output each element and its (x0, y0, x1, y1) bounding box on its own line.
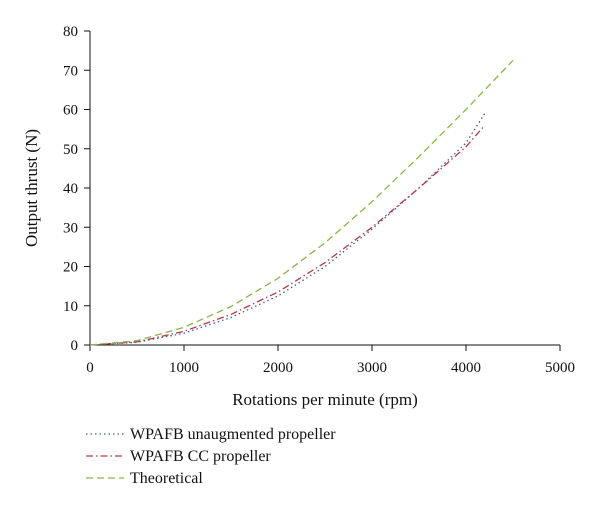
y-tick-label: 60 (63, 103, 78, 119)
legend-label: Theoretical (130, 470, 203, 487)
y-axis-label: Output thrust (N) (22, 129, 41, 247)
x-tick-label: 0 (86, 360, 94, 376)
series-layer (89, 59, 514, 346)
legend: WPAFB unaugmented propeller WPAFB CC prop… (86, 426, 336, 487)
legend-label: WPAFB unaugmented propeller (130, 426, 336, 443)
x-tick-label: 5000 (545, 360, 575, 376)
x-tick-label: 3000 (357, 360, 387, 376)
axes: 0 1000 2000 3000 4000 5000 0 10 20 30 40 50 60 70 80 (63, 24, 575, 376)
y-tick-label: 80 (63, 24, 78, 40)
y-tick-label: 10 (63, 299, 78, 315)
y-tick-label: 70 (63, 63, 78, 79)
y-tick-label: 50 (63, 142, 78, 158)
y-tick-label: 20 (63, 260, 78, 276)
x-axis-label: Rotations per minute (rpm) (232, 390, 418, 409)
x-tick-label: 2000 (263, 360, 293, 376)
series-line-1 (89, 124, 486, 346)
legend-label: WPAFB CC propeller (130, 448, 271, 465)
y-tick-label: 30 (63, 220, 78, 236)
y-tick-label: 40 (63, 181, 78, 197)
series-line-2 (89, 59, 514, 346)
x-tick-label: 4000 (451, 360, 481, 376)
series-line-0 (89, 113, 486, 346)
y-tick-label: 0 (71, 338, 79, 354)
x-tick-label: 1000 (169, 360, 199, 376)
